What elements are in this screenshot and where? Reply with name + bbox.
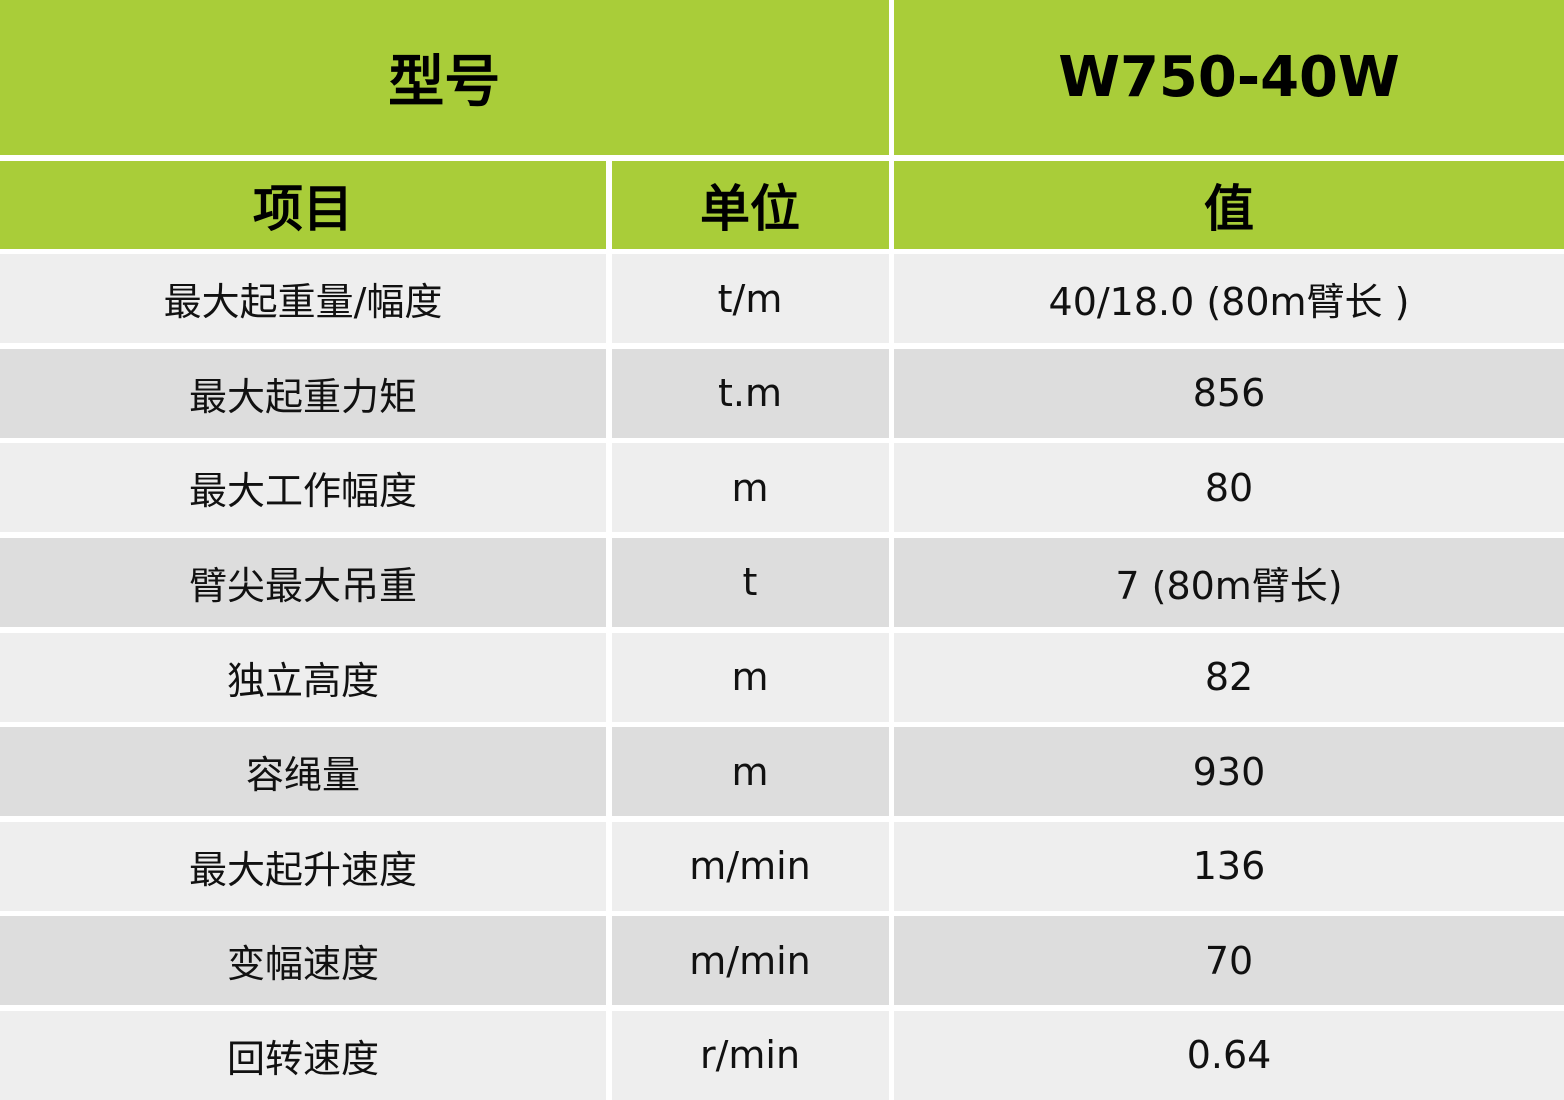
column-header-item: 项目: [0, 160, 606, 249]
table-cell-item: 最大工作幅度: [0, 443, 606, 533]
table-cell-item: 最大起重量/幅度: [0, 254, 606, 344]
table-cell-unit: m/min: [611, 821, 889, 911]
table-cell-item: 回转速度: [0, 1010, 606, 1100]
model-value: W750-40W: [894, 0, 1564, 155]
table-cell-unit: m: [611, 727, 889, 817]
table-cell-unit: t.m: [611, 348, 889, 438]
column-header-unit: 单位: [611, 160, 889, 249]
table-cell-unit: m/min: [611, 916, 889, 1006]
table-cell-unit: r/min: [611, 1010, 889, 1100]
table-cell-item: 变幅速度: [0, 916, 606, 1006]
table-cell-value: 40/18.0 (80m臂长 ): [894, 254, 1564, 344]
table-cell-item: 最大起升速度: [0, 821, 606, 911]
table-cell-unit: m: [611, 632, 889, 722]
table-cell-unit: t: [611, 537, 889, 627]
table-cell-value: 930: [894, 727, 1564, 817]
table-cell-item: 臂尖最大吊重: [0, 537, 606, 627]
table-cell-item: 最大起重力矩: [0, 348, 606, 438]
table-cell-value: 82: [894, 632, 1564, 722]
model-label: 型号: [0, 0, 889, 155]
table-cell-unit: m: [611, 443, 889, 533]
table-cell-item: 容绳量: [0, 727, 606, 817]
table-cell-unit: t/m: [611, 254, 889, 344]
column-header-value: 值: [894, 160, 1564, 249]
table-cell-value: 7 (80m臂长): [894, 537, 1564, 627]
table-cell-value: 70: [894, 916, 1564, 1006]
table-cell-value: 856: [894, 348, 1564, 438]
table-cell-item: 独立高度: [0, 632, 606, 722]
table-cell-value: 136: [894, 821, 1564, 911]
table-cell-value: 0.64: [894, 1010, 1564, 1100]
table-cell-value: 80: [894, 443, 1564, 533]
